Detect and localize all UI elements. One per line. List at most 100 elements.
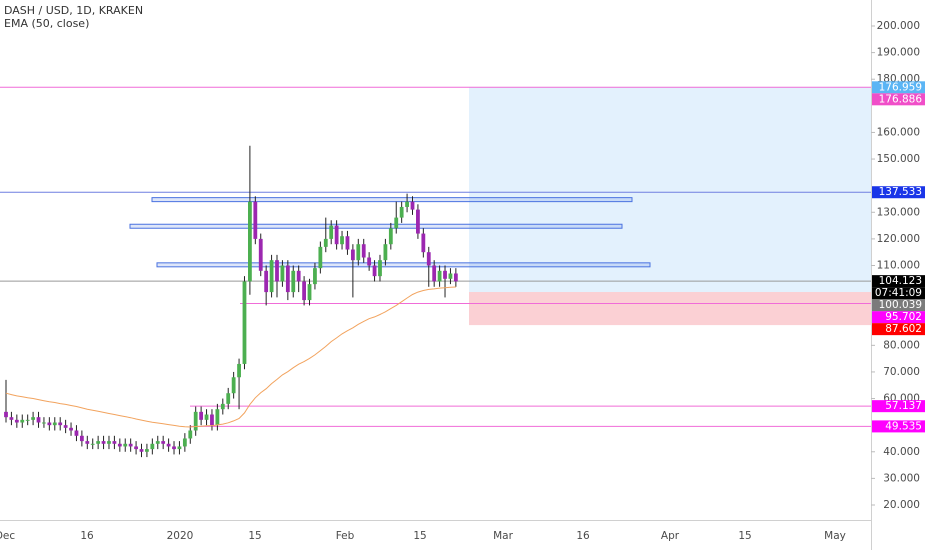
- candle-body: [145, 449, 149, 452]
- candle-body: [367, 257, 372, 266]
- zone: [129, 223, 623, 229]
- price-label-bg: [872, 299, 925, 312]
- candle-body: [42, 422, 46, 424]
- candle-body: [226, 393, 231, 404]
- candle-body: [405, 201, 409, 207]
- candle-body: [258, 238, 263, 271]
- plot: [0, 86, 871, 458]
- y-tick-label: 150.000: [877, 153, 920, 165]
- candle-body: [443, 270, 447, 279]
- candle-body: [378, 260, 382, 277]
- y-tick-label: 80.000: [883, 339, 920, 351]
- y-tick-label: 120.000: [877, 233, 920, 245]
- candle-body: [313, 268, 317, 285]
- price-label: 100.039: [872, 299, 925, 312]
- y-tick-label: 110.000: [877, 259, 920, 271]
- price-axis: 200.000190.000180.000160.000150.000130.0…: [871, 20, 925, 511]
- candle-body: [372, 265, 377, 277]
- price-label: 104.123: [872, 275, 925, 288]
- y-tick-label: 200.000: [877, 20, 920, 32]
- price-label-text: 176.886: [879, 93, 923, 105]
- profit-zone: [469, 87, 871, 293]
- zone: [151, 197, 633, 203]
- candle-body: [188, 430, 193, 439]
- x-tick-label: 15: [413, 530, 426, 542]
- candle-body: [426, 252, 431, 266]
- price-label-text: 100.039: [879, 299, 922, 311]
- candle-body: [416, 209, 420, 234]
- x-tick-label: Apr: [661, 530, 680, 542]
- candle-body: [199, 411, 204, 420]
- price-label-bg: [872, 93, 925, 106]
- candle-body: [63, 425, 68, 428]
- price-label: 57.137: [872, 400, 925, 413]
- candle-body: [237, 363, 241, 378]
- price-label: 137.533: [872, 186, 925, 199]
- candle-body: [123, 443, 128, 447]
- candle-body: [74, 430, 79, 436]
- candle-body: [210, 414, 214, 426]
- candle-body: [96, 441, 101, 444]
- candle-body: [155, 441, 160, 444]
- candle-body: [36, 417, 41, 423]
- candle-body: [204, 414, 209, 420]
- candle-body: [107, 441, 111, 444]
- candle-body: [285, 265, 290, 293]
- candle-body: [117, 443, 122, 447]
- candle-body: [410, 201, 415, 210]
- candle-body: [453, 273, 458, 282]
- candle-body: [307, 284, 312, 301]
- candle-body: [242, 281, 247, 364]
- candle-body: [139, 449, 144, 452]
- price-label: 07:41:09: [872, 287, 925, 300]
- candle-body: [193, 411, 198, 431]
- candle-body: [296, 270, 301, 282]
- candle-body: [399, 206, 404, 218]
- y-tick-label: 20.000: [883, 499, 920, 511]
- candle-body: [329, 225, 334, 239]
- candle-body: [383, 244, 388, 261]
- x-tick-label: 16: [576, 530, 590, 542]
- candle-body: [112, 441, 117, 444]
- x-tick-label: Dec: [0, 530, 15, 542]
- symbol-title: DASH / USD, 1D, KRAKEN: [4, 4, 143, 17]
- price-label-text: 87.602: [885, 323, 922, 335]
- candle-body: [323, 238, 328, 247]
- candle-body: [182, 438, 187, 447]
- candle-body: [101, 441, 106, 444]
- price-label-bg: [872, 420, 925, 433]
- candle-body: [4, 411, 8, 418]
- price-label: 95.702: [872, 311, 925, 324]
- candle-body: [361, 244, 366, 258]
- y-tick-label: 30.000: [883, 472, 920, 484]
- candle-body: [177, 446, 182, 450]
- candle-body: [394, 217, 399, 229]
- candle-body: [134, 446, 138, 450]
- price-label-text: 57.137: [885, 400, 922, 412]
- candle-body: [215, 409, 220, 426]
- candle-body: [302, 281, 306, 301]
- price-label-bg: [872, 186, 925, 199]
- price-label-bg: [872, 400, 925, 413]
- candle-body: [231, 377, 236, 394]
- candle-body: [166, 443, 171, 447]
- y-tick-label: 160.000: [877, 126, 920, 138]
- x-tick-label: 15: [248, 530, 261, 542]
- price-label-bg: [872, 81, 925, 94]
- candle-body: [85, 441, 90, 444]
- x-tick-label: 16: [80, 530, 94, 542]
- candle-body: [437, 270, 442, 282]
- candle-body: [340, 236, 344, 245]
- candle-body: [69, 427, 73, 431]
- candle-body: [31, 417, 35, 420]
- y-tick-label: 190.000: [877, 47, 920, 59]
- price-label-bg: [872, 287, 925, 300]
- candle-body: [47, 422, 52, 426]
- ema-line: [5, 286, 456, 428]
- candle-body: [269, 260, 274, 293]
- price-label-text: 07:41:09: [875, 287, 922, 299]
- candle-body: [58, 422, 63, 426]
- candle-body: [128, 443, 133, 447]
- candle-body: [356, 244, 361, 261]
- candle-body: [448, 273, 453, 279]
